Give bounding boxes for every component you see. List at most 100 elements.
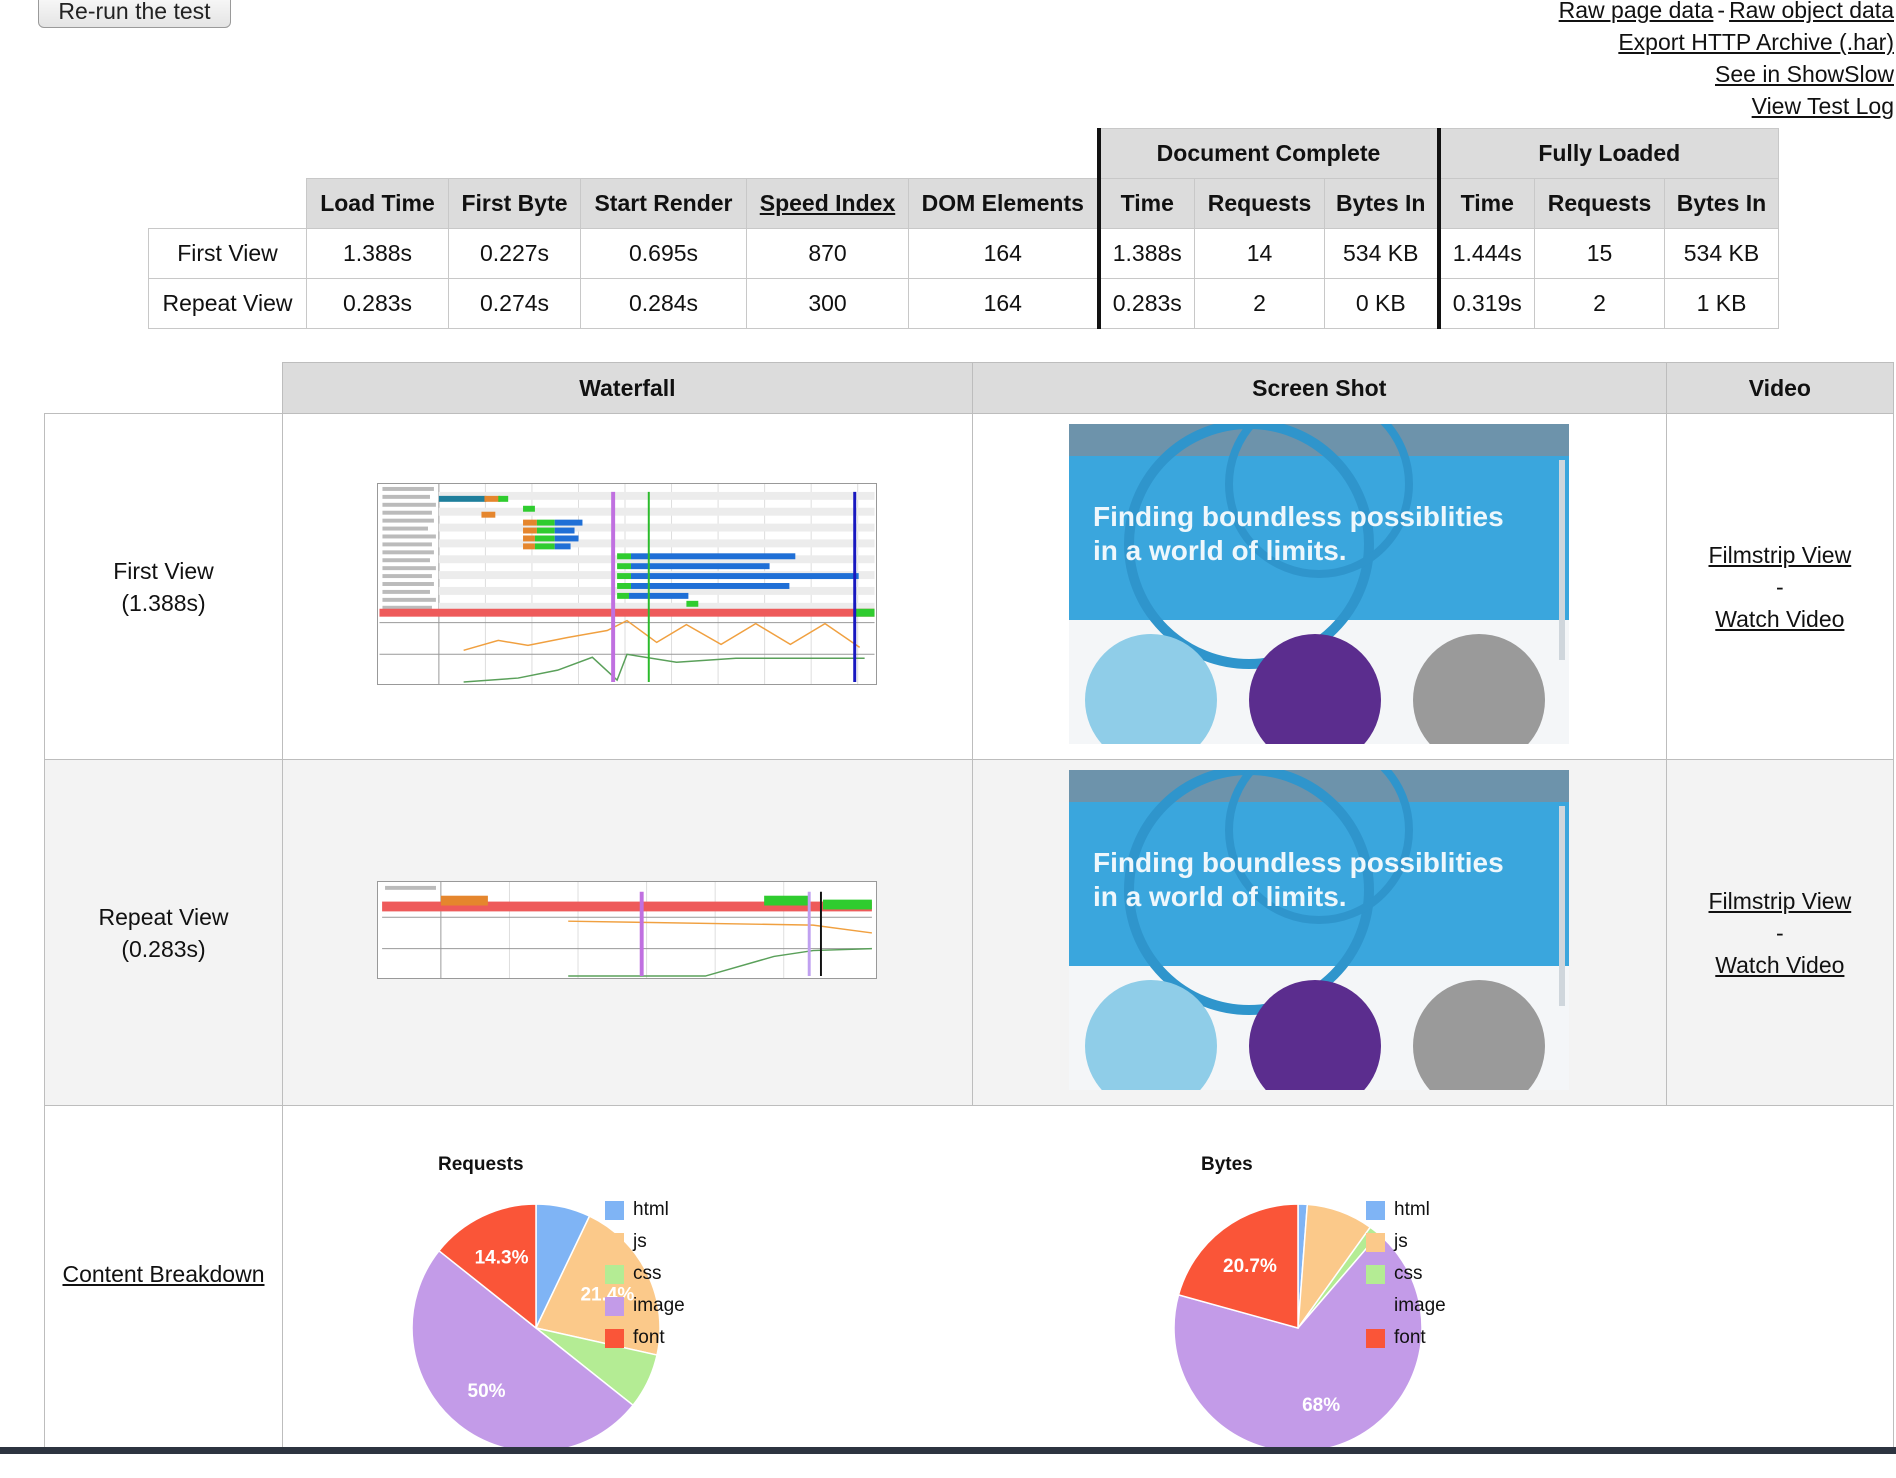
- document-complete-header: Document Complete: [1096, 128, 1439, 179]
- window-bottom-edge: [0, 1447, 1896, 1454]
- content-breakdown-label-cell: Content Breakdown: [44, 1105, 283, 1453]
- col-first-byte: First Byte: [448, 178, 581, 229]
- cell-doc-time: 1.388s: [1096, 228, 1195, 279]
- legend-label: css: [633, 1263, 662, 1284]
- legend-swatch: [605, 1200, 624, 1220]
- pie-slice-image: [1173, 1232, 1423, 1453]
- first-view-waterfall-cell[interactable]: [282, 413, 973, 760]
- legend-label: image: [1394, 1295, 1446, 1316]
- cell-dom-elements: 164: [908, 228, 1099, 279]
- view-time: (0.283s): [121, 935, 206, 962]
- legend-swatch: [1366, 1264, 1385, 1284]
- legend-item-css: css: [605, 1258, 685, 1290]
- raw-page-data-link[interactable]: Raw page data: [1558, 0, 1714, 23]
- pie-slice-image: [411, 1249, 635, 1453]
- legend-item-image: image: [605, 1290, 685, 1322]
- first-view-screenshot-cell[interactable]: Finding boundless possiblities in a worl…: [971, 413, 1667, 760]
- watch-video-link[interactable]: Watch Video: [1715, 605, 1845, 632]
- legend-label: html: [1394, 1199, 1430, 1220]
- cell-doc-time: 0.283s: [1096, 278, 1195, 329]
- legend-swatch: [605, 1264, 624, 1284]
- cell-first-byte: 0.274s: [448, 278, 581, 329]
- view-name: First View: [113, 557, 214, 584]
- legend-swatch: [605, 1328, 624, 1348]
- watch-video-link[interactable]: Watch Video: [1715, 951, 1845, 978]
- first-view-row: First View (1.388s): [44, 413, 1895, 760]
- first-view-screenshot[interactable]: Finding boundless possiblities in a worl…: [1069, 423, 1570, 744]
- legend-swatch: [1366, 1200, 1385, 1220]
- repeat-view-label: Repeat View (0.283s): [44, 759, 283, 1106]
- row-label: Repeat View: [148, 278, 307, 329]
- speed-index-link[interactable]: Speed Index: [759, 190, 896, 216]
- pie-data-label: 20.7%: [1223, 1256, 1277, 1277]
- cell-full-time: 1.444s: [1436, 228, 1535, 279]
- pie-title-bytes: Bytes: [1201, 1154, 1253, 1175]
- pie-data-label: 68%: [1302, 1395, 1340, 1416]
- cell-full-time: 0.319s: [1436, 278, 1535, 329]
- cell-dom-elements: 164: [908, 278, 1099, 329]
- export-har-link[interactable]: Export HTTP Archive (.har): [1618, 29, 1894, 55]
- cell-doc-bytes: 0 KB: [1324, 278, 1439, 329]
- repeat-view-row: Repeat View (0.283s): [44, 759, 1895, 1106]
- col-dom-elements: DOM Elements: [908, 178, 1099, 229]
- screenshot-headline: Finding boundless possiblities: [1093, 847, 1504, 878]
- screenshot-headline: in a world of limits.: [1093, 535, 1347, 566]
- col-speed-index[interactable]: Speed Index: [746, 178, 909, 229]
- repeat-view-waterfall-thumbnail[interactable]: [377, 880, 878, 979]
- legend-swatch: [605, 1296, 624, 1316]
- col-start-render: Start Render: [580, 178, 747, 229]
- fully-loaded-header: Fully Loaded: [1436, 128, 1779, 179]
- col-load-time: Load Time: [306, 178, 449, 229]
- repeat-view-waterfall-cell[interactable]: [282, 759, 973, 1106]
- filmstrip-view-link[interactable]: Filmstrip View: [1708, 887, 1852, 914]
- pie-legend: html js css image font: [1366, 1194, 1446, 1354]
- cell-speed-index: 870: [746, 228, 909, 279]
- first-view-video-cell: Filmstrip View - Watch Video: [1665, 413, 1895, 760]
- video-link-separator: -: [1776, 573, 1784, 600]
- cell-speed-index: 300: [746, 278, 909, 329]
- legend-swatch: [1366, 1232, 1385, 1252]
- screenshot-headline: Finding boundless possiblities: [1093, 501, 1504, 532]
- content-breakdown-row: Content Breakdown Requests 21.4% 50% 14.3% h…: [44, 1105, 1894, 1453]
- repeat-view-screenshot-cell[interactable]: Finding boundless possiblities in a worl…: [971, 759, 1667, 1106]
- pie-slice-font: [1177, 1203, 1299, 1329]
- content-breakdown-link[interactable]: Content Breakdown: [62, 1260, 265, 1287]
- cell-doc-requests: 2: [1194, 278, 1325, 329]
- filmstrip-view-link[interactable]: Filmstrip View: [1708, 541, 1852, 568]
- col-full-requests: Requests: [1534, 178, 1665, 229]
- repeat-view-screenshot[interactable]: Finding boundless possiblities in a worl…: [1069, 769, 1570, 1090]
- cell-full-bytes: 1 KB: [1664, 278, 1779, 329]
- pie-slice-font: [437, 1203, 537, 1330]
- first-view-waterfall-thumbnail[interactable]: [377, 482, 878, 685]
- cell-load-time: 0.283s: [306, 278, 449, 329]
- legend-label: font: [633, 1327, 665, 1348]
- legend-item-js: js: [1366, 1226, 1446, 1258]
- rerun-test-button[interactable]: Re-run the test: [38, 0, 231, 28]
- video-header: Video: [1665, 362, 1895, 414]
- legend-label: html: [633, 1199, 669, 1220]
- pie-data-label: 14.3%: [475, 1248, 529, 1269]
- row-label: First View: [148, 228, 307, 279]
- col-doc-bytes: Bytes In: [1324, 178, 1439, 229]
- legend-label: js: [1394, 1231, 1408, 1252]
- cell-doc-requests: 14: [1194, 228, 1325, 279]
- summary-row-repeat-view: Repeat View 0.283s 0.274s 0.284s 300 164…: [148, 278, 1779, 329]
- showslow-link[interactable]: See in ShowSlow: [1715, 61, 1894, 87]
- col-full-bytes: Bytes In: [1664, 178, 1779, 229]
- waterfall-header: Waterfall: [282, 362, 973, 414]
- raw-object-data-link[interactable]: Raw object data: [1729, 0, 1894, 23]
- cell-full-requests: 15: [1534, 228, 1665, 279]
- cell-full-requests: 2: [1534, 278, 1665, 329]
- results-table: Waterfall Screen Shot Video First View (…: [44, 362, 1895, 1453]
- link-separator: -: [1717, 0, 1726, 23]
- pie-legend: html js css image font: [605, 1194, 685, 1354]
- cell-full-bytes: 534 KB: [1664, 228, 1779, 279]
- pie-chart-requests: 21.4%50%14.3%: [411, 1203, 661, 1453]
- col-full-time: Time: [1436, 178, 1535, 229]
- legend-item-html: html: [1366, 1194, 1446, 1226]
- cell-start-render: 0.695s: [580, 228, 747, 279]
- legend-item-font: font: [605, 1322, 685, 1354]
- test-log-link[interactable]: View Test Log: [1751, 93, 1894, 119]
- screenshot-header: Screen Shot: [971, 362, 1667, 414]
- legend-item-js: js: [605, 1226, 685, 1258]
